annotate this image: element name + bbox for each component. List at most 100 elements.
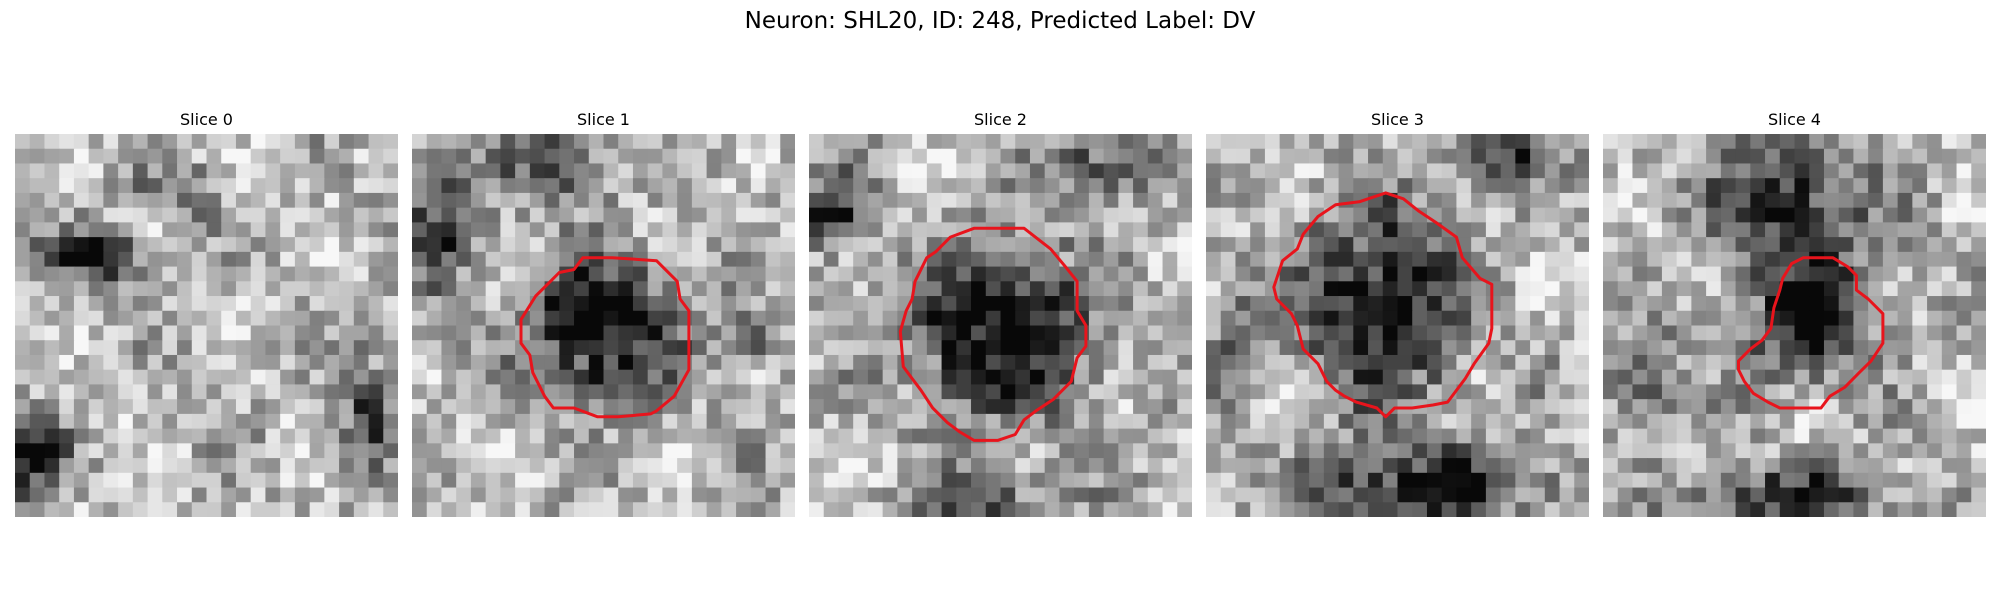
image-pixel bbox=[1617, 251, 1634, 268]
image-pixel bbox=[1000, 413, 1016, 430]
image-pixel bbox=[147, 192, 163, 209]
image-pixel bbox=[853, 399, 869, 415]
image-pixel bbox=[809, 325, 825, 341]
image-pixel bbox=[1927, 296, 1943, 312]
image-pixel bbox=[1177, 487, 1192, 503]
image-pixel bbox=[956, 281, 972, 297]
image-pixel bbox=[147, 281, 163, 297]
image-pixel bbox=[1368, 266, 1384, 282]
image-pixel bbox=[1897, 354, 1913, 371]
image-pixel bbox=[29, 192, 46, 209]
image-pixel bbox=[147, 178, 163, 194]
image-pixel bbox=[1206, 237, 1222, 253]
image-pixel bbox=[44, 472, 60, 489]
image-pixel bbox=[368, 487, 384, 503]
image-pixel bbox=[1735, 428, 1751, 444]
image-pixel bbox=[1632, 148, 1648, 165]
image-pixel bbox=[867, 222, 884, 238]
image-pixel bbox=[1426, 281, 1443, 297]
image-pixel bbox=[632, 192, 649, 209]
image-pixel bbox=[1294, 281, 1310, 297]
image-pixel bbox=[985, 325, 1002, 341]
image-pixel bbox=[1485, 369, 1502, 386]
image-pixel bbox=[103, 354, 119, 371]
image-pixel bbox=[765, 148, 781, 165]
image-pixel bbox=[1691, 207, 1707, 223]
image-pixel bbox=[1029, 369, 1046, 386]
image-pixel bbox=[912, 428, 928, 444]
image-pixel bbox=[353, 222, 370, 238]
image-pixel bbox=[544, 148, 560, 165]
image-pixel bbox=[441, 148, 457, 165]
image-pixel bbox=[309, 472, 325, 489]
image-pixel bbox=[1338, 222, 1354, 238]
image-pixel bbox=[1603, 325, 1619, 341]
image-pixel bbox=[235, 472, 252, 489]
image-pixel bbox=[515, 266, 531, 282]
image-pixel bbox=[853, 310, 869, 327]
image-pixel bbox=[280, 281, 296, 297]
image-pixel bbox=[618, 148, 634, 165]
image-pixel bbox=[603, 222, 619, 238]
image-pixel bbox=[1353, 281, 1369, 297]
image-pixel bbox=[515, 325, 531, 341]
image-pixel bbox=[1338, 163, 1354, 179]
image-pixel bbox=[1927, 251, 1943, 268]
image-pixel bbox=[1661, 266, 1678, 282]
image-pixel bbox=[1471, 354, 1487, 371]
image-pixel bbox=[1574, 296, 1589, 312]
image-pixel bbox=[1309, 325, 1325, 341]
image-pixel bbox=[1382, 428, 1399, 444]
image-pixel bbox=[88, 443, 104, 459]
image-pixel bbox=[132, 237, 149, 253]
image-pixel bbox=[1323, 222, 1340, 238]
image-pixel bbox=[324, 340, 340, 356]
image-pixel bbox=[88, 354, 104, 371]
image-pixel bbox=[426, 384, 443, 400]
image-pixel bbox=[265, 163, 281, 179]
image-pixel bbox=[88, 369, 104, 386]
image-pixel bbox=[853, 369, 869, 386]
image-pixel bbox=[1294, 458, 1310, 474]
image-pixel bbox=[1912, 207, 1928, 223]
image-pixel bbox=[147, 207, 163, 223]
image-pixel bbox=[588, 428, 605, 444]
image-pixel bbox=[867, 325, 884, 341]
image-pixel bbox=[867, 369, 884, 386]
image-pixel bbox=[1177, 340, 1192, 356]
neuron-contour bbox=[1272, 191, 1494, 419]
image-pixel bbox=[1647, 487, 1663, 503]
image-pixel bbox=[1574, 428, 1589, 444]
image-pixel bbox=[1603, 222, 1619, 238]
image-pixel bbox=[368, 296, 384, 312]
image-pixel bbox=[1485, 178, 1502, 194]
image-pixel bbox=[59, 148, 75, 165]
image-pixel bbox=[677, 134, 693, 150]
image-pixel bbox=[721, 192, 737, 209]
image-pixel bbox=[103, 502, 119, 517]
image-pixel bbox=[1368, 237, 1384, 253]
image-pixel bbox=[647, 134, 664, 150]
image-pixel bbox=[1162, 237, 1178, 253]
image-pixel bbox=[1691, 266, 1707, 282]
image-pixel bbox=[971, 251, 987, 268]
image-pixel bbox=[177, 222, 193, 238]
image-pixel bbox=[1147, 413, 1164, 430]
image-pixel bbox=[1617, 458, 1634, 474]
image-pixel bbox=[559, 237, 575, 253]
image-pixel bbox=[500, 325, 516, 341]
image-pixel bbox=[853, 384, 869, 400]
image-pixel bbox=[1133, 134, 1149, 150]
image-pixel bbox=[15, 443, 31, 459]
image-pixel bbox=[1765, 369, 1781, 386]
image-pixel bbox=[1015, 443, 1031, 459]
image-pixel bbox=[515, 413, 531, 430]
image-pixel bbox=[1471, 310, 1487, 327]
image-pixel bbox=[147, 251, 163, 268]
image-pixel bbox=[1927, 222, 1943, 238]
image-pixel bbox=[103, 340, 119, 356]
image-pixel bbox=[1353, 458, 1369, 474]
image-pixel bbox=[1779, 354, 1796, 371]
image-pixel bbox=[29, 369, 46, 386]
image-pixel bbox=[1162, 310, 1178, 327]
